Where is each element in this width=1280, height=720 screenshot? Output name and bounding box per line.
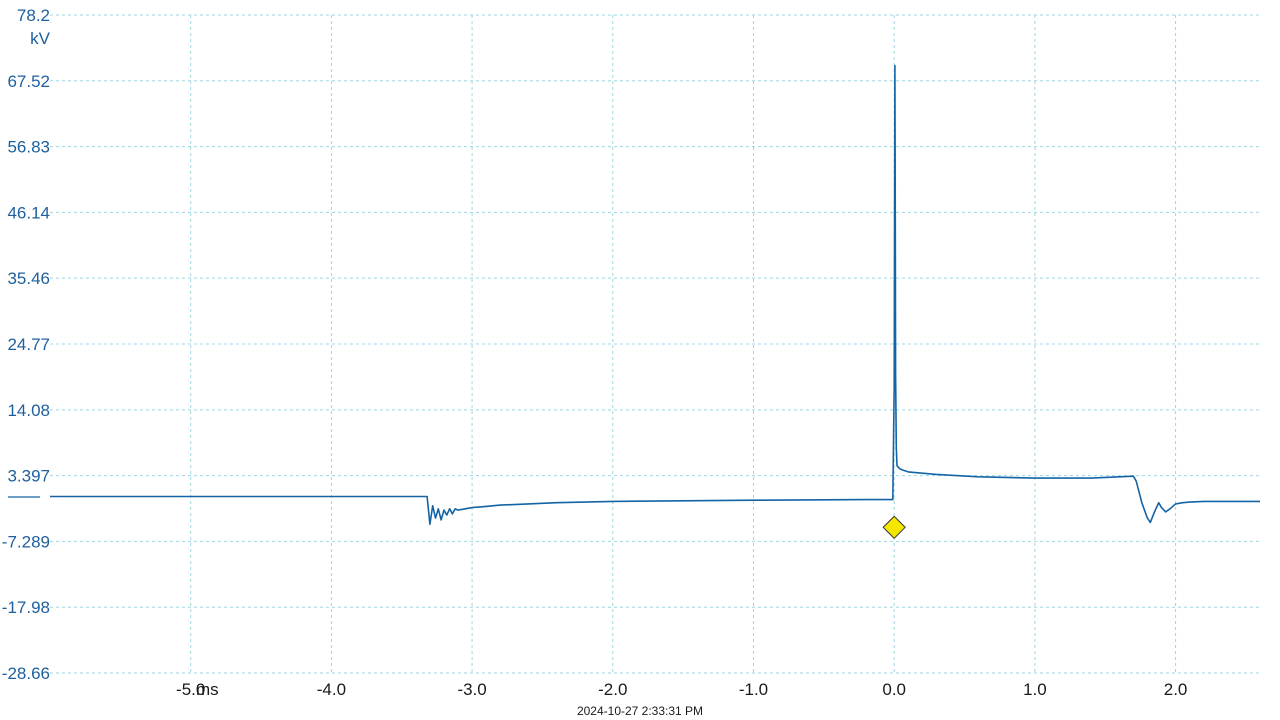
y-tick-label: 56.83 — [7, 138, 50, 157]
grid-lines — [50, 14, 1260, 674]
y-tick-label: 78.2 — [17, 6, 50, 25]
x-tick-label: -1.0 — [739, 680, 768, 699]
y-tick-label: -28.66 — [2, 664, 50, 683]
x-tick-label: 0.0 — [882, 680, 906, 699]
y-axis-ticks: 78.2 67.52 56.83 46.14 35.46 24.77 14.08 3.397 -… — [2, 6, 50, 683]
y-tick-label: 35.46 — [7, 269, 50, 288]
x-tick-label: -3.0 — [457, 680, 486, 699]
y-tick-label: -7.289 — [2, 532, 50, 551]
y-tick-label: 24.77 — [7, 335, 50, 354]
y-tick-label: 46.14 — [7, 203, 50, 222]
trigger-diamond-icon[interactable] — [882, 515, 906, 540]
waveform-trace — [50, 64, 1260, 525]
y-tick-label: -17.98 — [2, 598, 50, 617]
y-tick-label: 3.397 — [7, 467, 50, 486]
x-axis-ticks: -5.0 -4.0 -3.0 -2.0 -1.0 0.0 1.0 2.0 — [176, 680, 1187, 699]
x-axis-unit: ms — [196, 680, 219, 699]
trigger-marker[interactable] — [882, 515, 906, 540]
x-tick-label: -2.0 — [598, 680, 627, 699]
x-tick-label: 2.0 — [1164, 680, 1188, 699]
y-tick-label: 67.52 — [7, 72, 50, 91]
x-tick-label: 1.0 — [1023, 680, 1047, 699]
x-tick-label: -4.0 — [317, 680, 346, 699]
x-tick-label: -5.0 — [176, 680, 205, 699]
capture-timestamp: 2024-10-27 2:33:31 PM — [577, 704, 703, 718]
y-tick-label: 14.08 — [7, 401, 50, 420]
y-axis-unit: kV — [30, 29, 51, 48]
